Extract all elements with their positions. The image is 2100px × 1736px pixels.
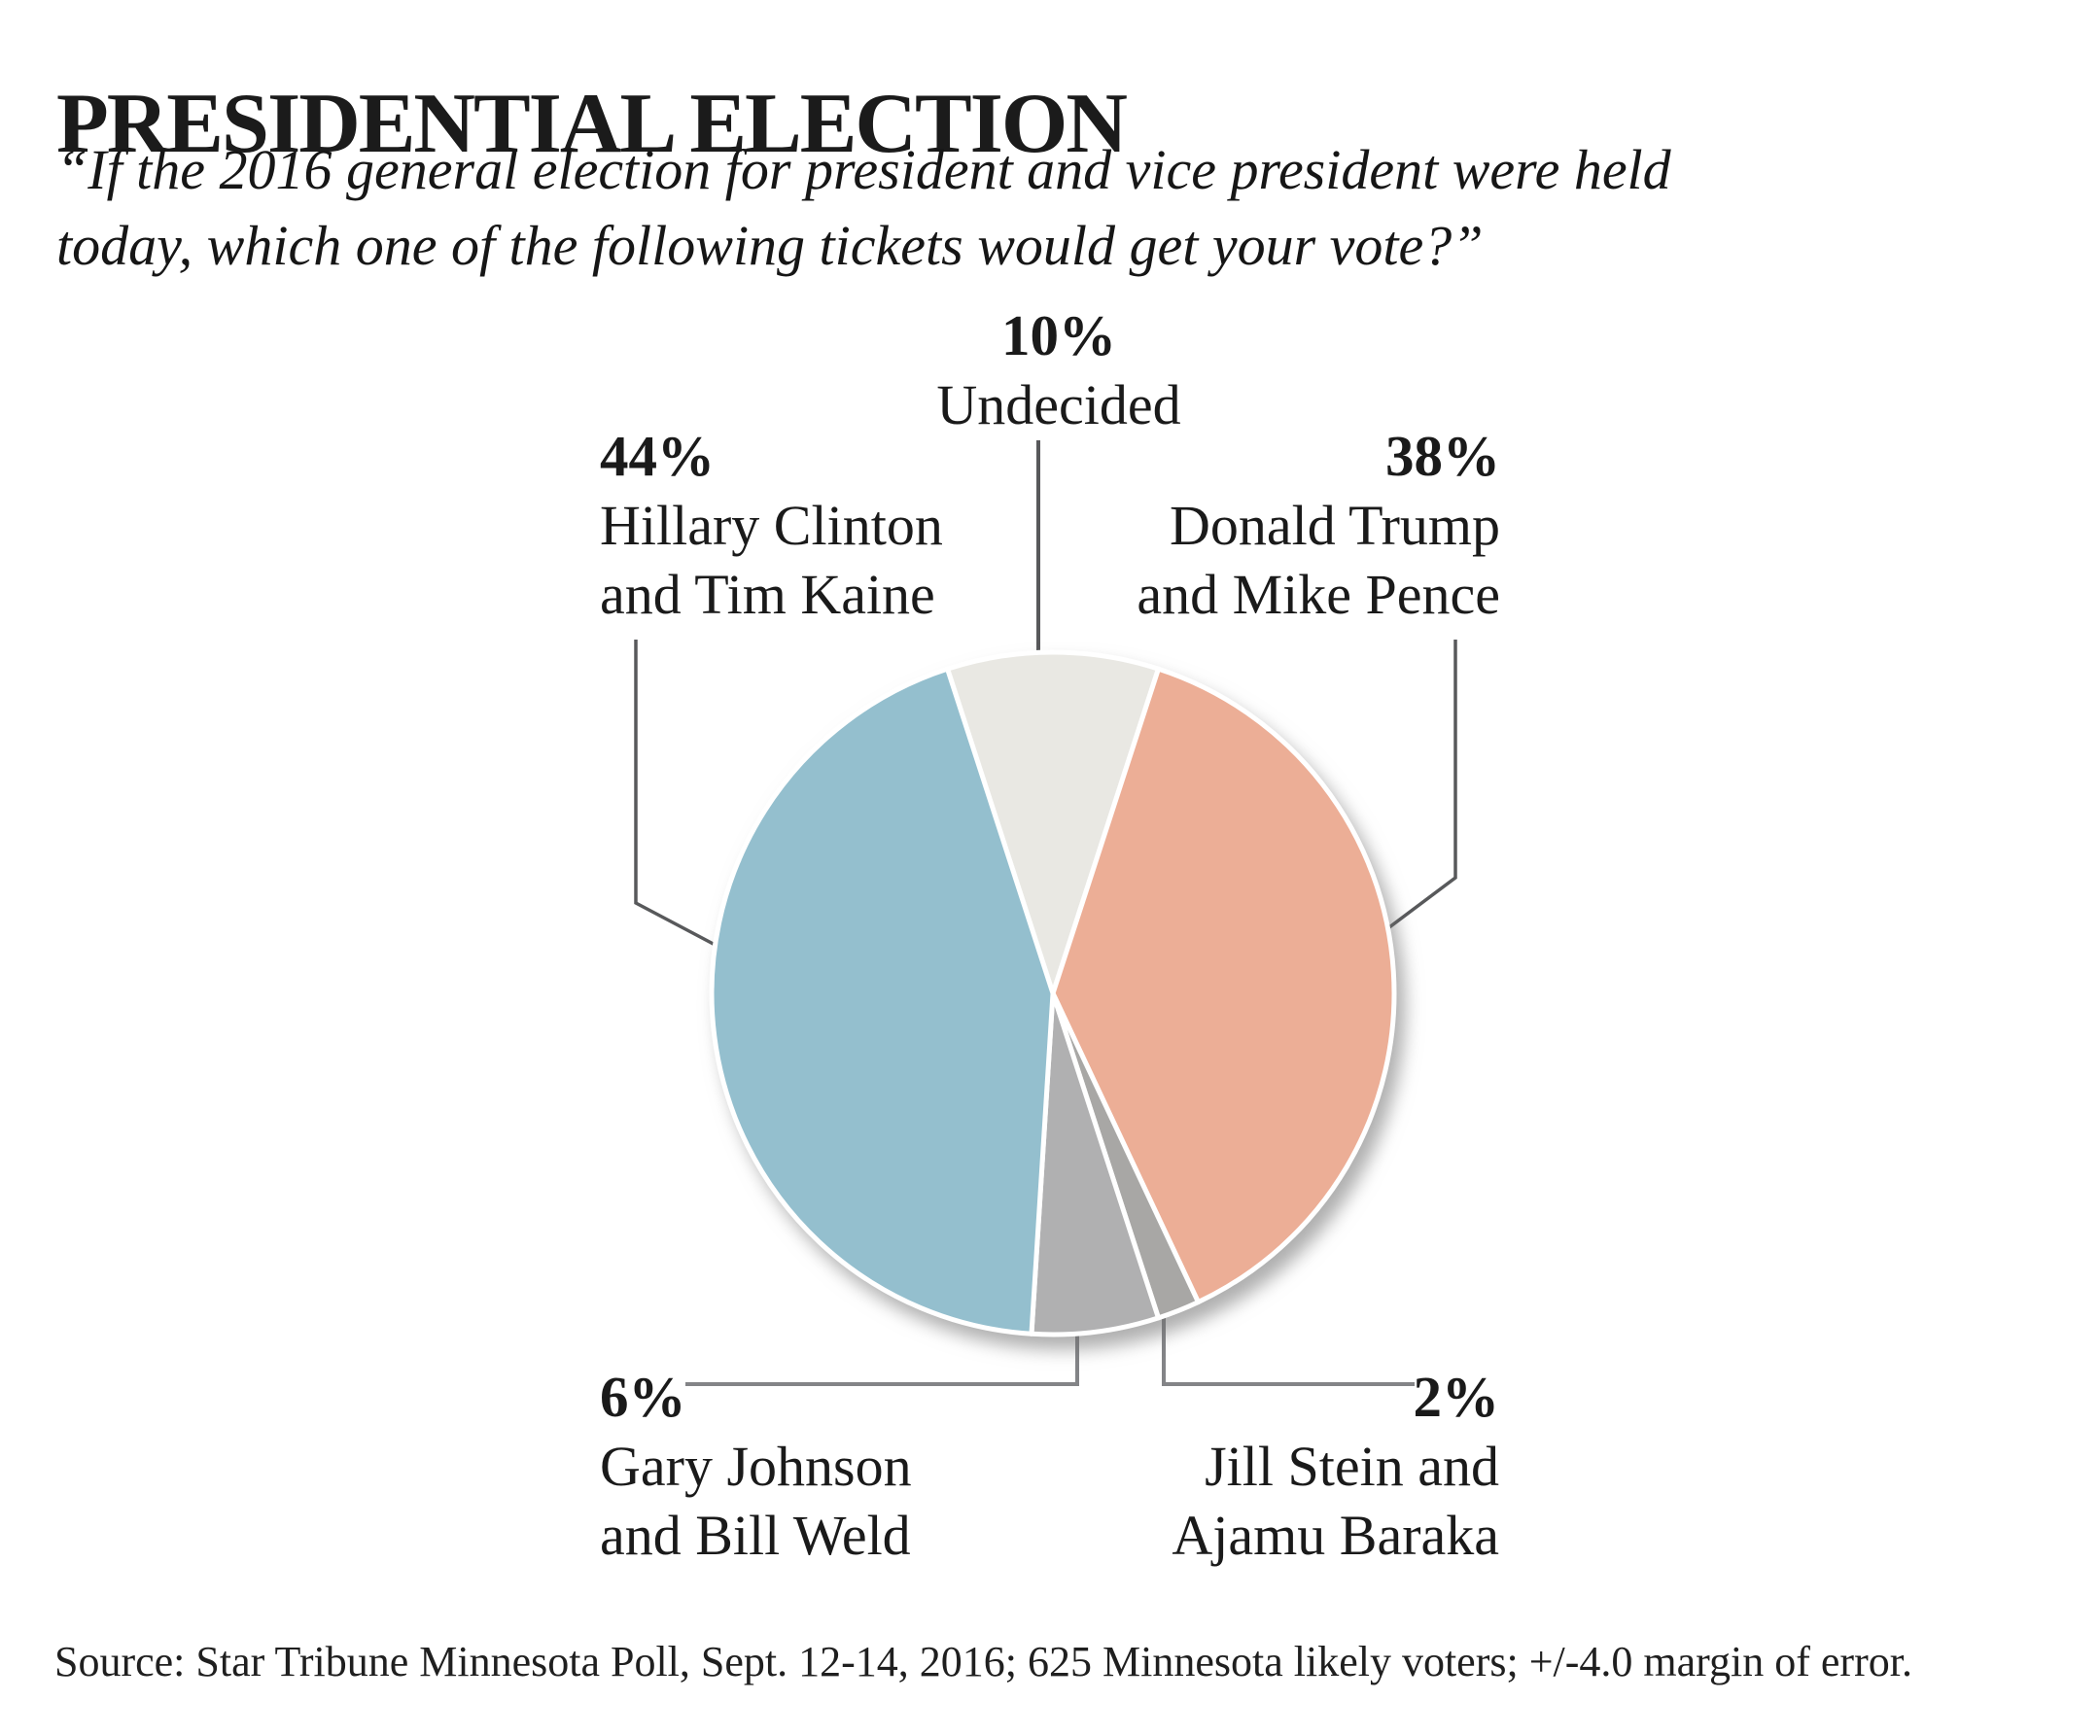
johnson-name-line2: and Bill Weld xyxy=(600,1504,911,1567)
callout-stein: 2% Jill Stein and Ajamu Baraka xyxy=(1172,1363,1499,1570)
trump-pct: 38% xyxy=(1385,424,1500,488)
leader-stein xyxy=(1162,1302,1415,1386)
clinton-pct: 44% xyxy=(600,424,715,488)
clinton-name-line2: and Tim Kaine xyxy=(600,563,935,626)
pie-slices xyxy=(709,649,1397,1337)
pie-slice-undecided xyxy=(945,649,1161,996)
johnson-name-line1: Gary Johnson xyxy=(600,1435,912,1498)
leader-trump xyxy=(1387,640,1457,929)
stein-pct: 2% xyxy=(1413,1365,1500,1429)
leader-clinton xyxy=(634,640,723,951)
poll-question: “If the 2016 general election for presid… xyxy=(56,132,1671,284)
callout-johnson: 6% Gary Johnson and Bill Weld xyxy=(600,1363,912,1570)
stein-name-line1: Jill Stein and xyxy=(1205,1435,1499,1498)
trump-name-line1: Donald Trump xyxy=(1169,494,1500,557)
johnson-pct: 6% xyxy=(600,1365,686,1429)
pie-slice-hillary-clinton-and-tim-kaine xyxy=(709,666,1056,1337)
callout-undecided: 10% Undecided xyxy=(864,301,1253,439)
pie-slice-donald-trump-and-mike-pence xyxy=(1050,666,1397,1305)
undecided-pct: 10% xyxy=(1001,303,1116,367)
page-title: PRESIDENTIAL ELECTION xyxy=(56,76,1128,171)
stein-name-line2: Ajamu Baraka xyxy=(1172,1504,1499,1567)
trump-name-line2: and Mike Pence xyxy=(1137,563,1500,626)
source-note: Source: Star Tribune Minnesota Poll, Sep… xyxy=(54,1638,1912,1685)
undecided-name: Undecided xyxy=(936,373,1181,436)
leader-johnson xyxy=(685,1320,1079,1386)
poll-question-line2: today, which one of the following ticket… xyxy=(56,214,1484,277)
callout-trump: 38% Donald Trump and Mike Pence xyxy=(1137,422,1500,629)
poll-question-line1: “If the 2016 general election for presid… xyxy=(56,138,1671,201)
callout-clinton: 44% Hillary Clinton and Tim Kaine xyxy=(600,422,943,629)
clinton-name-line1: Hillary Clinton xyxy=(600,494,943,557)
pie-slice-gary-johnson-and-bill-weld xyxy=(1029,990,1161,1337)
